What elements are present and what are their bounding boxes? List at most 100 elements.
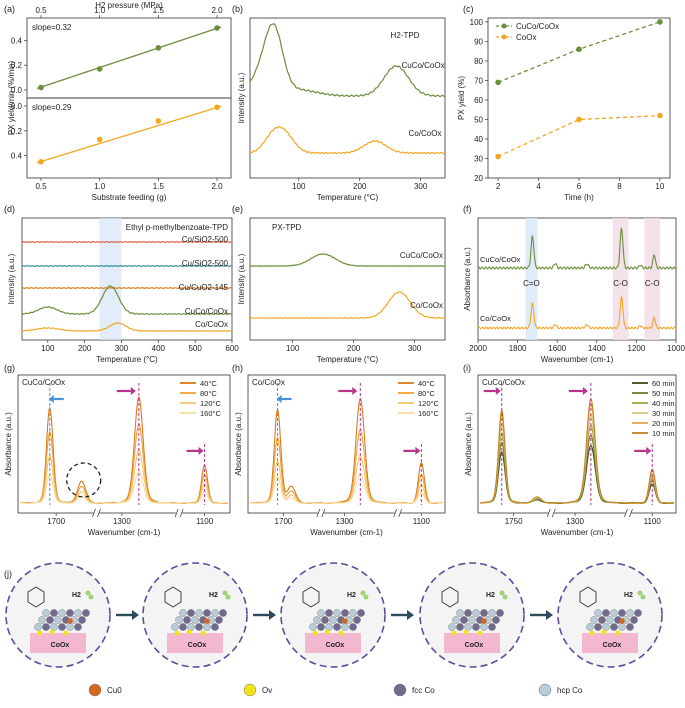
y-axis-label: Intensity (a.u.) — [7, 253, 16, 304]
co-atom — [456, 609, 464, 617]
series-line-3 — [480, 414, 675, 504]
panel-label: (a) — [4, 4, 15, 14]
panel-label: (j) — [4, 569, 12, 579]
axis-break-mark — [624, 508, 628, 518]
ov-site — [200, 630, 206, 636]
support-label: CoOx — [188, 642, 207, 649]
h-atom — [502, 594, 508, 600]
x-tick-label: 2 — [496, 182, 501, 191]
series-line-3 — [249, 473, 443, 504]
x-tick-label: 1700 — [275, 517, 293, 526]
x-axis-label: Time (h) — [564, 193, 594, 202]
plot-frame — [487, 17, 671, 179]
axis-break-mark — [546, 508, 551, 518]
legend-label: CuCo/CoOx — [516, 22, 559, 31]
series-line-cucococox — [249, 23, 446, 98]
legend-label: 160°C — [418, 409, 440, 418]
x-tick-label: 1800 — [509, 344, 527, 353]
x-tick-label: 200 — [353, 182, 367, 191]
panel-label: (f) — [463, 204, 472, 214]
series-line-cucococox — [21, 285, 233, 316]
axis-break — [548, 509, 555, 517]
axis-break-mark — [393, 508, 398, 518]
co-atom — [42, 623, 50, 631]
legend-label: 20 min — [652, 419, 675, 428]
co-atom — [309, 623, 317, 631]
co-atom — [50, 609, 58, 617]
co-atom — [46, 616, 54, 624]
co-atom — [66, 623, 74, 631]
ov-site — [463, 629, 469, 635]
x-axis-label: Temperature (°C) — [317, 355, 379, 364]
y-tick-label: 0.0 — [11, 86, 23, 95]
series-line-cocoox — [477, 296, 677, 330]
x-tick-label: 1300 — [113, 517, 131, 526]
axis-break-mark — [174, 508, 179, 518]
y-tick-label: 80 — [474, 57, 483, 66]
series-line-cucococox — [477, 226, 677, 270]
arrow-head — [495, 387, 501, 395]
co-atom — [211, 623, 219, 631]
highlight-band — [612, 218, 629, 340]
top-tick-label: 0.5 — [35, 6, 47, 15]
plot-frame — [477, 374, 677, 514]
x-tick-label: 1300 — [336, 517, 354, 526]
chart-title: H2-TPD — [391, 31, 420, 40]
data-point-feeding — [155, 118, 162, 124]
y-tick-label: 30 — [474, 154, 483, 163]
axis-break-mark — [179, 508, 184, 518]
x-axis-label: Wavenumber (cm-1) — [541, 528, 614, 537]
h2-label: H2 — [209, 592, 218, 599]
fit-line-pressure — [36, 26, 222, 90]
x-tick-label: 6 — [577, 182, 582, 191]
co-atom — [74, 609, 82, 617]
step-arrow-head — [546, 610, 553, 620]
co-atom — [468, 616, 476, 624]
y-axis-label: Absorbance (a.u.) — [463, 247, 472, 311]
panel-g: (g) CuCo/CoOx Absorbance (a.u.) Wavenumber … — [4, 363, 231, 537]
series-label-cocoox: Co/CoOx — [410, 301, 443, 310]
co-atom — [203, 623, 211, 631]
support-label: CoOx — [465, 642, 484, 649]
legend-marker — [243, 683, 257, 697]
x-tick-label: 1100 — [644, 517, 662, 526]
legend-label: 120°C — [418, 399, 440, 408]
co-atom — [183, 616, 191, 624]
data-point — [657, 19, 663, 25]
x-tick-label: 8 — [617, 182, 622, 191]
molecule — [579, 586, 597, 608]
legend-label: fcc Co — [412, 686, 435, 695]
h-atom — [360, 590, 366, 596]
co-atom — [321, 616, 329, 624]
x-tick-label: 1400 — [588, 344, 606, 353]
co-atom — [58, 623, 66, 631]
data-point-pressure — [96, 66, 103, 72]
co-atom — [38, 616, 46, 624]
x-tick-label: 300 — [414, 182, 428, 191]
arrow-head — [582, 387, 588, 395]
data-point — [657, 112, 663, 119]
panel-label: (b) — [232, 4, 243, 14]
axis-break-mark — [398, 508, 403, 518]
h-atom — [363, 594, 369, 600]
co-atom — [349, 623, 357, 631]
co-atom — [448, 623, 456, 631]
axis-break — [394, 509, 401, 517]
panel-a: (a) H2 pressure (MPa) 0.5 1.0 1.5 2.0 0.5 1.0 1.… — [4, 1, 232, 202]
co-atom — [317, 609, 325, 617]
plot-frame — [477, 217, 677, 341]
chart-title: Ethyl p-methylbenzoate-TPD — [126, 223, 228, 232]
panel-j: (j) CoOx H2 CoOx H2 CoOx H2 CoOx H2 CoOx H2 Cu0 Ov fc… — [4, 562, 663, 697]
co-atom — [590, 616, 598, 624]
co-atom — [610, 623, 618, 631]
co-atom — [594, 623, 602, 631]
ov-site — [312, 630, 318, 636]
h-atom — [499, 590, 505, 596]
x-tick-label: 2.0 — [211, 182, 223, 191]
coox-support — [582, 633, 638, 653]
coox-support — [30, 633, 86, 653]
series-label-cucococox: CuCo/CoOx — [480, 255, 521, 264]
y-tick-label: 90 — [474, 37, 483, 46]
support-label: CoOx — [51, 642, 70, 649]
legend-label: 50 min — [652, 389, 675, 398]
